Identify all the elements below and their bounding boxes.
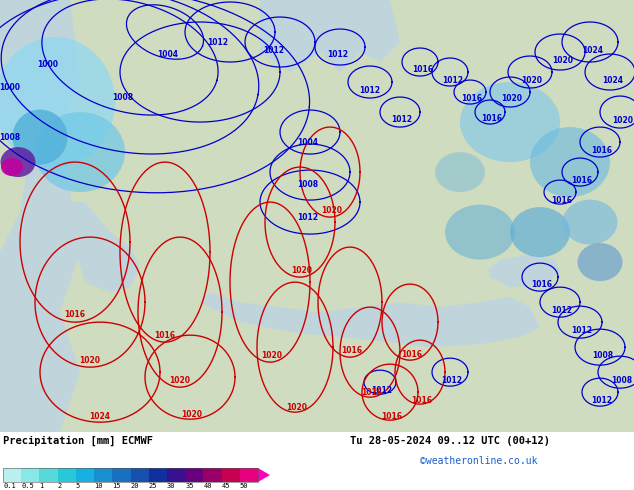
Text: 1020: 1020 [287,403,307,412]
Bar [167,468,185,482]
Text: 1020: 1020 [292,266,313,274]
Text: 1024: 1024 [583,46,604,54]
Bar [204,468,221,482]
Text: 1012: 1012 [443,75,463,85]
Ellipse shape [445,205,515,260]
Ellipse shape [562,199,618,245]
Text: 1000: 1000 [37,59,58,69]
Text: 1008: 1008 [611,376,633,385]
Text: 1016: 1016 [342,345,363,355]
Text: 1012: 1012 [571,326,593,335]
Text: 1004: 1004 [297,138,318,147]
Text: 15: 15 [112,483,121,489]
Bar [3,468,258,482]
Bar [3,468,21,482]
Polygon shape [260,0,400,72]
Text: 1008: 1008 [297,179,318,189]
Bar [21,468,39,482]
Text: 50: 50 [240,483,249,489]
Text: 1016: 1016 [155,331,176,340]
Text: 1016: 1016 [65,310,86,318]
Text: 25: 25 [149,483,157,489]
Polygon shape [200,292,540,347]
Text: 1008: 1008 [112,93,134,101]
Text: 1016: 1016 [361,388,382,397]
Text: 1020: 1020 [181,410,202,418]
Bar [240,468,258,482]
Polygon shape [70,202,140,292]
Ellipse shape [0,37,115,167]
Text: 1016: 1016 [401,350,422,359]
Text: 1020: 1020 [261,351,283,360]
Text: 1008: 1008 [592,351,614,360]
Ellipse shape [35,112,125,192]
Text: 0.5: 0.5 [21,483,34,489]
Text: 1000: 1000 [0,82,20,92]
Text: Precipitation [mm] ECMWF: Precipitation [mm] ECMWF [3,436,153,446]
Text: 1020: 1020 [169,376,190,385]
Text: 1016: 1016 [571,175,593,185]
Text: 20: 20 [131,483,139,489]
Text: 5: 5 [76,483,80,489]
Text: 1008: 1008 [0,133,20,142]
Text: 1004: 1004 [157,49,179,58]
Polygon shape [488,254,560,287]
Text: 2: 2 [58,483,62,489]
Ellipse shape [435,152,485,192]
Text: 10: 10 [94,483,103,489]
Text: 1016: 1016 [462,94,482,102]
Ellipse shape [1,147,36,177]
Ellipse shape [13,110,67,165]
Bar [94,468,112,482]
Text: 1012: 1012 [552,306,573,315]
Text: 1016: 1016 [413,65,434,74]
Text: 1012: 1012 [441,376,462,385]
Text: 1012: 1012 [592,395,612,405]
Bar [58,468,76,482]
Text: 1012: 1012 [297,213,318,221]
Polygon shape [258,468,270,482]
Text: 1020: 1020 [501,94,522,102]
Text: 1020: 1020 [79,356,101,365]
Bar [149,468,167,482]
Text: 1016: 1016 [411,395,432,405]
Text: 1020: 1020 [552,55,574,65]
Ellipse shape [460,82,560,162]
Text: 1016: 1016 [531,280,552,289]
Text: 1020: 1020 [522,75,543,85]
Ellipse shape [578,243,623,281]
Text: 30: 30 [167,483,176,489]
Ellipse shape [510,207,570,257]
Text: 1012: 1012 [207,38,228,47]
Ellipse shape [530,127,610,197]
Bar [131,468,149,482]
Text: 1024: 1024 [89,412,110,421]
Text: 1016: 1016 [552,196,573,205]
Text: 1020: 1020 [321,206,342,215]
Bar [185,468,204,482]
Bar [221,468,240,482]
Text: 1024: 1024 [602,75,623,85]
Text: 1020: 1020 [612,116,633,124]
Text: 1012: 1012 [392,115,413,123]
Text: 1012: 1012 [359,86,380,95]
Text: 35: 35 [185,483,193,489]
Ellipse shape [1,158,23,176]
Text: 0.1: 0.1 [3,483,16,489]
Bar [39,468,58,482]
Text: 1016: 1016 [481,114,503,122]
Bar [112,468,131,482]
Text: 1012: 1012 [264,46,285,54]
Text: ©weatheronline.co.uk: ©weatheronline.co.uk [420,456,538,466]
Text: 1012: 1012 [372,386,392,394]
Text: 1016: 1016 [382,412,403,421]
Bar [76,468,94,482]
Text: 1: 1 [39,483,44,489]
Text: 1016: 1016 [592,146,612,154]
Text: 40: 40 [204,483,212,489]
Text: 45: 45 [221,483,230,489]
Text: Tu 28-05-2024 09..12 UTC (00+12): Tu 28-05-2024 09..12 UTC (00+12) [350,436,550,446]
Polygon shape [0,0,80,432]
Text: 1012: 1012 [328,49,349,58]
